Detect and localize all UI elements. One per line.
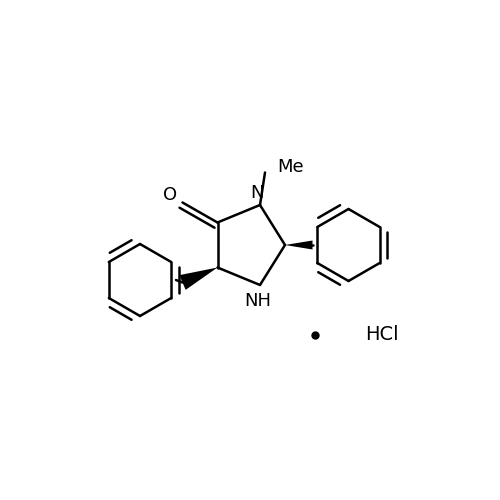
Polygon shape <box>180 268 218 290</box>
Text: Me: Me <box>278 158 304 176</box>
Polygon shape <box>285 240 312 250</box>
Text: NH: NH <box>244 292 271 310</box>
Text: N: N <box>251 184 264 202</box>
Text: O: O <box>163 186 177 204</box>
Text: HCl: HCl <box>365 326 398 344</box>
